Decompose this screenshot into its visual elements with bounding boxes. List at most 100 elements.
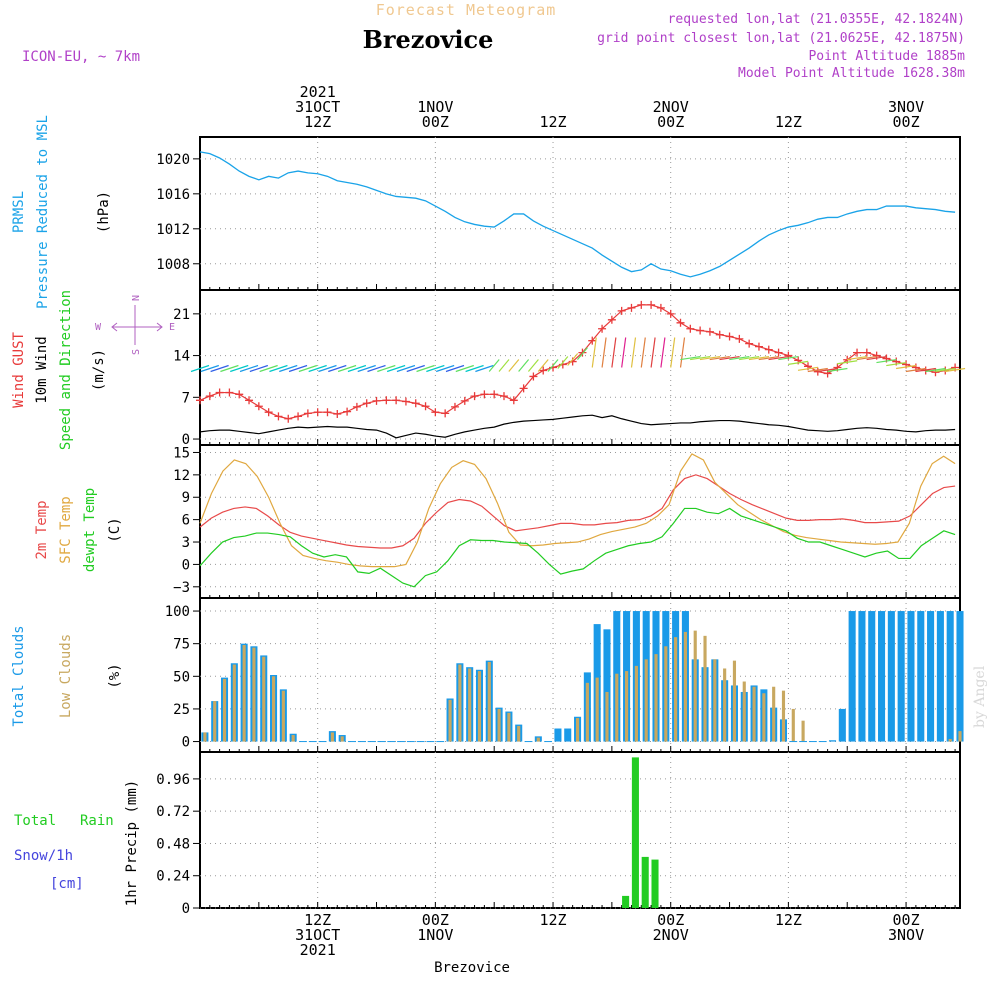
dewpt-line: [199, 507, 956, 588]
total-cloud-bar: [946, 611, 954, 742]
low-cloud-bar: [281, 690, 285, 742]
wind-direction-arrow: [768, 355, 789, 361]
temp-frame: [199, 444, 961, 599]
wind-direction-arrow: [498, 359, 510, 372]
pressure-ylabel-msl: Pressure Reduced to MSL: [35, 115, 51, 309]
total-cloud-bar: [878, 611, 886, 742]
wind-direction-arrow: [557, 356, 569, 369]
wind-ytick-label: 7: [182, 390, 190, 406]
clouds-ylabels: Total Clouds Low Clouds (%): [11, 625, 123, 726]
gust-marker: [715, 330, 724, 339]
temperature-panel: −3 0 3 6 9 12 15: [173, 444, 961, 599]
wind-direction-arrow: [426, 364, 445, 373]
gust-marker: [196, 396, 204, 405]
compass-w: W: [95, 322, 102, 333]
low-cloud-bar: [585, 682, 589, 742]
time-axis-label: 1NOV: [417, 926, 453, 944]
temp-ytick-label: 15: [173, 445, 190, 461]
gust-marker: [205, 392, 214, 401]
pressure-panel: 1008 1012 1016 1020: [156, 136, 961, 291]
total-cloud-bar: [927, 611, 935, 742]
time-axis-label: 12Z: [539, 113, 566, 131]
wind-direction-arrow: [690, 355, 711, 361]
low-cloud-bar: [252, 647, 256, 742]
gridpoint-coords: grid point closest lon,lat (21.0625E, 42…: [597, 31, 965, 46]
gust-marker: [823, 369, 832, 378]
low-cloud-bar: [605, 691, 609, 742]
gust-marker: [323, 408, 332, 417]
low-cloud-bar: [958, 731, 962, 742]
wind-direction-arrow: [709, 355, 730, 361]
total-cloud-bar: [848, 611, 856, 742]
low-cloud-bar: [948, 738, 952, 742]
wind-direction-arrow: [895, 364, 917, 370]
gust-marker: [853, 348, 862, 357]
pressure-ytick-label: 1012: [156, 222, 190, 238]
gust-marker: [578, 348, 587, 357]
gust-marker: [382, 396, 391, 405]
pressure-ytick-label: 1016: [156, 187, 190, 203]
low-cloud-bar: [213, 701, 217, 742]
compass-s: S: [131, 349, 142, 355]
gust-marker: [284, 414, 293, 423]
low-cloud-bar: [242, 644, 246, 742]
wind-direction-arrow: [367, 364, 386, 373]
temp-ylabel-unit: (C): [107, 517, 123, 542]
wind-direction-arrow: [945, 367, 966, 373]
time-axis-label: 2NOV: [653, 98, 689, 116]
wind-direction-arrow: [611, 337, 617, 368]
precip-frame: [199, 751, 961, 909]
wind-direction-arrow: [788, 360, 809, 365]
gust-marker: [862, 348, 871, 357]
pressure-ylabels: PRMSL Pressure Reduced to MSL (hPa): [11, 115, 112, 309]
gust-marker: [735, 334, 744, 343]
gust-marker: [264, 408, 273, 417]
compass-n: N: [131, 295, 142, 301]
tsfc-line: [199, 453, 956, 568]
low-cloud-bar: [742, 681, 746, 742]
wind-direction-arrow: [827, 367, 848, 373]
rain-bar: [641, 856, 649, 908]
wind-ytick-label: 14: [173, 349, 190, 365]
wind-direction-arrow: [729, 355, 750, 361]
wind-direction-arrow: [748, 355, 770, 361]
wind-direction-arrow: [621, 337, 627, 368]
gust-marker: [754, 342, 763, 351]
gust-marker: [705, 327, 714, 336]
pressure-ylabel-unit: (hPa): [96, 191, 112, 233]
time-axis-label: 12Z: [304, 911, 331, 929]
low-cloud-bar: [291, 735, 295, 742]
gust-marker: [745, 339, 754, 348]
gust-marker: [245, 396, 254, 405]
wind-direction-arrow: [650, 337, 656, 368]
time-axis-label: 12Z: [775, 911, 802, 929]
wind-direction-arrow: [680, 355, 701, 361]
gust-marker: [617, 306, 626, 315]
time-axis-label: 3NOV: [888, 926, 924, 944]
gust-marker: [235, 390, 244, 399]
total-cloud-bar: [603, 629, 611, 742]
gust-marker: [539, 366, 548, 375]
precip-ylabel: 1hr Precip (mm): [124, 780, 140, 906]
gust-marker: [362, 399, 371, 408]
gust-marker: [480, 390, 489, 399]
temp-ytick-label: 3: [182, 535, 190, 551]
total-cloud-bar: [554, 728, 562, 742]
wind-direction-arrow: [527, 359, 539, 372]
low-cloud-bar: [654, 654, 658, 742]
gust-marker: [401, 397, 410, 406]
clouds-ylabel-unit: (%): [107, 663, 123, 688]
wind-ylabel-10m: 10m Wind: [34, 336, 50, 403]
gust-marker: [294, 412, 303, 421]
temp-ytick-label: 12: [173, 468, 190, 484]
wind-direction-arrow: [386, 364, 406, 373]
gust-marker: [500, 392, 508, 401]
requested-coords: requested lon,lat (21.0355E, 42.1824N): [668, 12, 965, 27]
page-title: Brezovice: [363, 25, 494, 54]
wind-direction-arrow: [640, 337, 646, 368]
wind-direction-arrow: [190, 364, 210, 373]
low-cloud-bar: [262, 656, 266, 742]
pressure-ylabel-prmsl: PRMSL: [11, 191, 27, 233]
wind-direction-arrow: [328, 364, 347, 373]
wind-direction-arrow: [886, 361, 907, 367]
